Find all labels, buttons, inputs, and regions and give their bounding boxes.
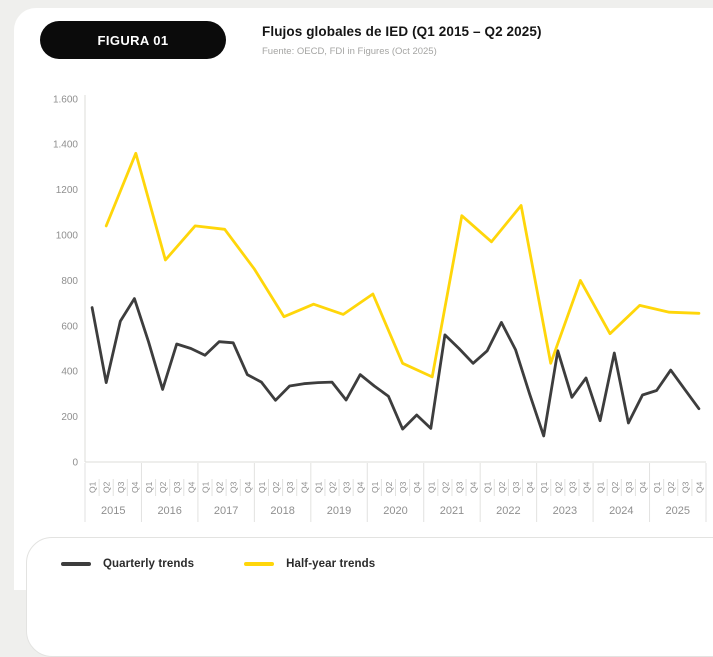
figure-badge: FIGURA 01: [40, 21, 226, 59]
page: { "figure_badge": "FIGURA 01", "header":…: [14, 8, 713, 657]
title-block: Flujos globales de IED (Q1 2015 – Q2 202…: [262, 24, 542, 57]
legend-label-quarterly: Quarterly trends: [103, 558, 195, 570]
page-title: Flujos globales de IED (Q1 2015 – Q2 202…: [262, 24, 542, 39]
legend: Quarterly trends Half-year trends: [26, 537, 713, 657]
chart-card: [14, 8, 713, 590]
quarterly-line-swatch-icon: [61, 562, 91, 566]
legend-row: Quarterly trends Half-year trends: [61, 558, 411, 570]
legend-label-half-year: Half-year trends: [286, 558, 376, 570]
legend-item-quarterly: Quarterly trends: [61, 558, 194, 570]
source-caption: Fuente: OECD, FDI in Figures (Oct 2025): [262, 46, 437, 57]
figure-badge-label: FIGURA 01: [97, 32, 169, 48]
half-year-line-swatch-icon: [244, 562, 275, 566]
legend-item-half-year: Half-year trends: [244, 558, 375, 570]
